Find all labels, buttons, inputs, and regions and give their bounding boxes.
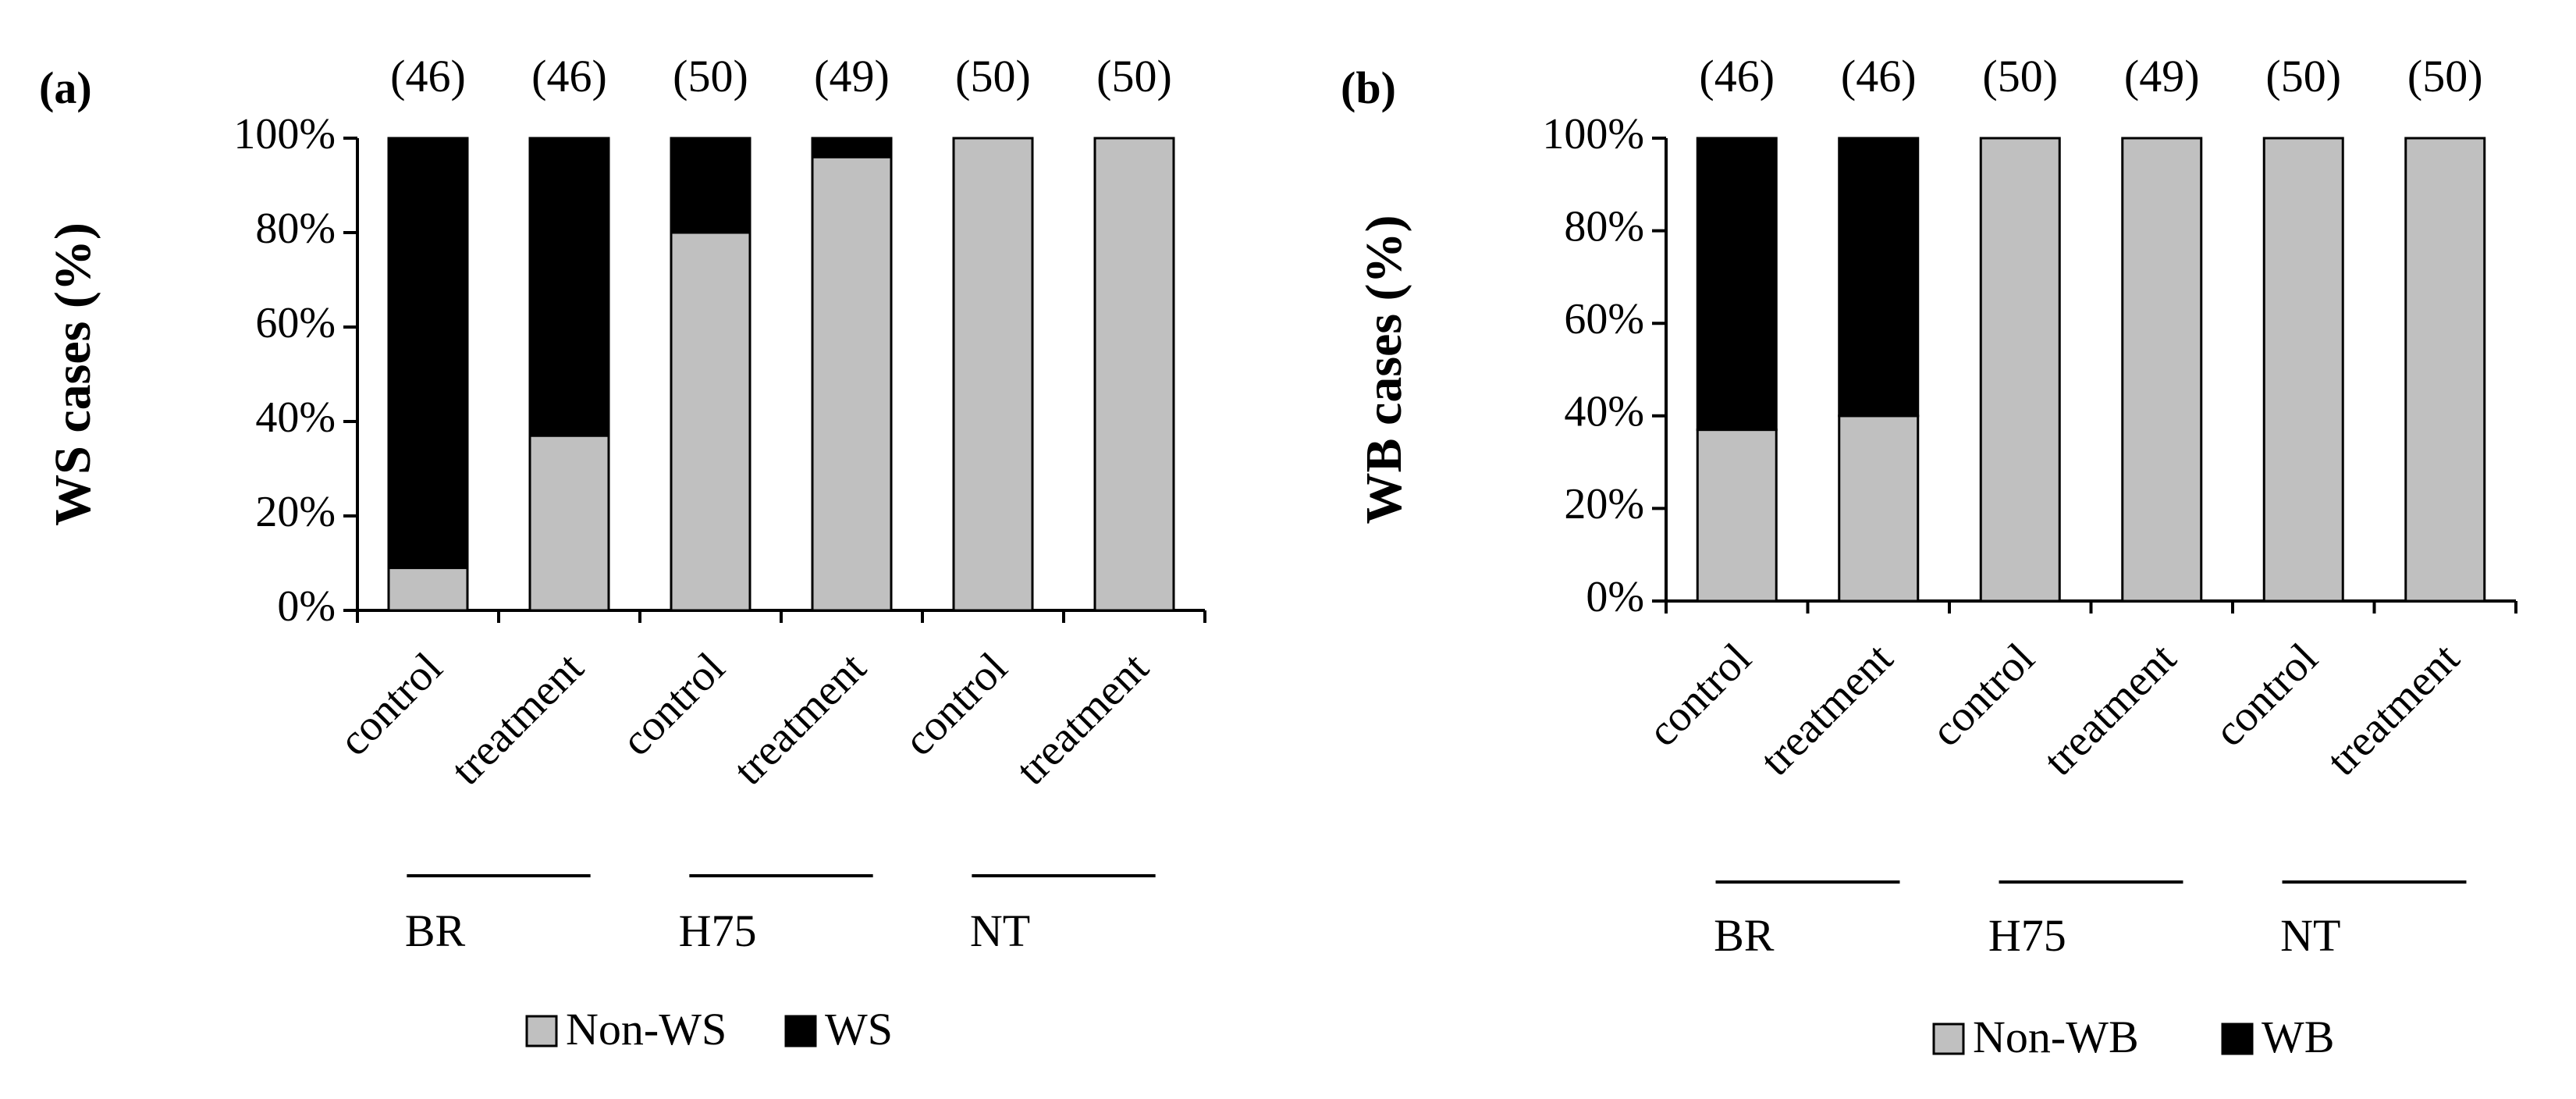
y-tick-label: 20%: [255, 488, 336, 536]
count-label: (46): [390, 51, 466, 101]
bar-non-ws-3: [811, 155, 893, 612]
y-tick-label: 60%: [255, 299, 336, 347]
y-tick-label: 100%: [1542, 110, 1644, 158]
group-label-br: BR: [405, 905, 466, 956]
x-category-label: treatment: [2318, 634, 2469, 785]
bar-wb-0: [1696, 137, 1778, 432]
count-label: (46): [1841, 51, 1917, 101]
group-label-nt: NT: [2280, 910, 2340, 961]
group-label-h75: H75: [679, 905, 757, 956]
bar-ws-2: [670, 137, 751, 234]
legend-swatch-wb: [2221, 1023, 2254, 1055]
bar-non-wb-3: [2121, 137, 2203, 603]
y-tick-label: 80%: [1564, 202, 1644, 251]
count-label: (50): [955, 51, 1031, 101]
group-label-h75: H75: [1988, 910, 2066, 961]
panel-label: (a): [39, 62, 92, 113]
x-category-label: control: [2205, 634, 2327, 756]
bar-non-ws-4: [952, 137, 1034, 612]
legend-swatch-non-ws: [525, 1015, 558, 1047]
count-label: (50): [673, 51, 748, 101]
bar-non-wb-2: [1979, 137, 2061, 603]
group-label-br: BR: [1714, 910, 1775, 961]
bar-non-ws-5: [1093, 137, 1175, 612]
x-category-label: treatment: [1751, 634, 1903, 785]
count-label: (50): [1096, 51, 1172, 101]
x-category-label: treatment: [1007, 643, 1158, 795]
x-category-label: control: [895, 643, 1017, 765]
x-category-label: control: [1922, 634, 2044, 756]
y-tick-label: 100%: [233, 110, 336, 158]
bar-ws-0: [387, 137, 469, 570]
count-label: (46): [1699, 51, 1775, 101]
bar-ws-3: [811, 137, 893, 158]
y-axis-title: WS cases (%): [44, 222, 101, 526]
legend-label-non-wb: Non-WB: [1973, 1012, 2139, 1062]
x-category-label: control: [330, 643, 452, 765]
y-tick-label: 0%: [277, 582, 336, 631]
panel-label: (b): [1341, 62, 1396, 113]
legend-label-wb: WB: [2262, 1012, 2334, 1062]
y-tick-label: 40%: [1564, 388, 1644, 436]
count-label: (50): [2407, 51, 2483, 101]
x-category-label: treatment: [724, 643, 876, 795]
bar-wb-1: [1838, 137, 1920, 418]
legend-swatch-ws: [784, 1015, 817, 1047]
x-category-label: treatment: [442, 643, 593, 795]
count-label: (49): [2124, 51, 2200, 101]
x-category-label: treatment: [2034, 634, 2186, 785]
count-label: (46): [531, 51, 607, 101]
y-tick-label: 20%: [1564, 480, 1644, 528]
y-tick-label: 0%: [1586, 573, 1644, 621]
x-category-label: control: [613, 643, 734, 765]
y-tick-label: 60%: [1564, 295, 1644, 343]
y-axis-title: WB cases (%): [1356, 215, 1412, 525]
bar-non-wb-4: [2262, 137, 2344, 603]
bar-ws-1: [528, 137, 610, 437]
bar-non-wb-1: [1838, 414, 1920, 603]
legend-label-non-ws: Non-WS: [566, 1004, 727, 1055]
chart-panel-a: (a) WS cases (%) 0% 20% 40% 60% 80% 100% (46) con…: [39, 51, 1206, 1055]
bar-non-ws-1: [528, 434, 610, 612]
bar-non-ws-0: [387, 567, 469, 612]
y-tick-label: 80%: [255, 205, 336, 253]
group-label-nt: NT: [970, 905, 1030, 956]
y-tick-label: 40%: [255, 393, 336, 442]
x-category-label: control: [1639, 634, 1761, 756]
legend-swatch-non-wb: [1932, 1023, 1965, 1055]
bar-non-wb-5: [2404, 137, 2486, 603]
chart-panel-b: (b) WB cases (%) 0% 20% 40% 60% 80% 100% (46) con…: [1341, 51, 2517, 1062]
legend-label-ws: WS: [825, 1004, 893, 1055]
bar-non-wb-0: [1696, 429, 1778, 603]
count-label: (50): [1982, 51, 2058, 101]
count-label: (49): [814, 51, 890, 101]
bar-non-ws-2: [670, 231, 751, 612]
count-label: (50): [2265, 51, 2341, 101]
